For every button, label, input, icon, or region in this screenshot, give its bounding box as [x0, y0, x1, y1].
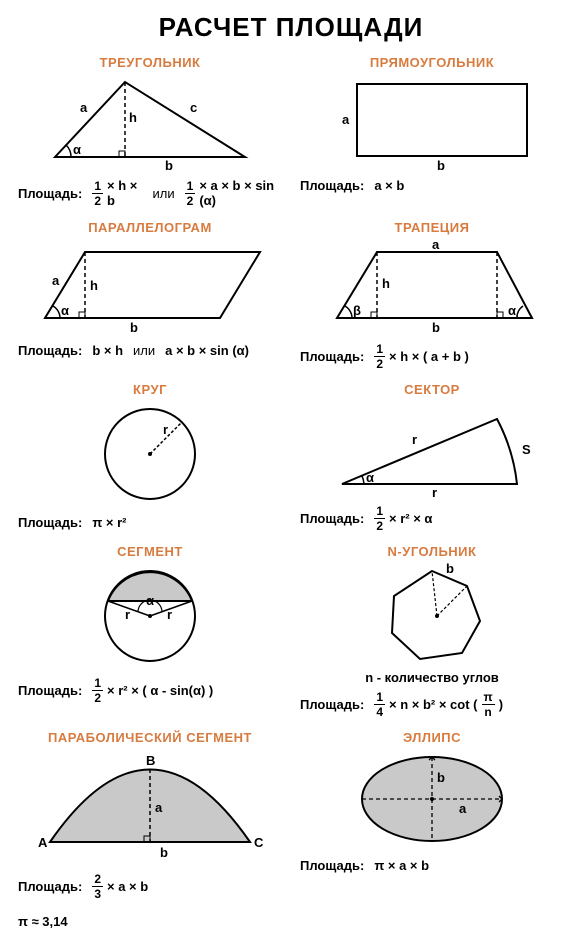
svg-text:b: b — [437, 158, 445, 172]
svg-text:α: α — [73, 142, 81, 157]
svg-text:h: h — [129, 110, 137, 125]
svg-text:a: a — [52, 273, 60, 288]
svg-text:b: b — [432, 320, 440, 335]
svg-text:α: α — [146, 593, 154, 608]
formula-sector: Площадь: 12 × r² × α — [300, 505, 564, 532]
svg-text:b: b — [160, 845, 168, 860]
page-title: РАСЧЕТ ПЛОЩАДИ — [18, 12, 564, 43]
title-ngon: N-УГОЛЬНИК — [388, 544, 477, 559]
title-triangle: ТРЕУГОЛЬНИК — [100, 55, 201, 70]
formula-ngon: Площадь: 14 × n × b² × cot ( πn ) — [300, 691, 564, 718]
card-triangle: ТРЕУГОЛЬНИК a h c b α Площадь: 12 × h × … — [18, 51, 282, 208]
fig-ellipse: a b — [347, 747, 517, 852]
fig-triangle: a h c b α — [35, 72, 265, 172]
card-sector: СЕКТОР r r α S Площадь: 12 × r² × α — [300, 378, 564, 532]
svg-text:a: a — [155, 800, 163, 815]
svg-text:r: r — [432, 485, 437, 499]
svg-text:a: a — [342, 112, 350, 127]
svg-text:h: h — [382, 276, 390, 291]
title-circle: КРУГ — [133, 382, 167, 397]
svg-text:b: b — [130, 320, 138, 335]
svg-text:c: c — [190, 100, 197, 115]
fig-parabolic: A B C a b — [30, 747, 270, 867]
svg-text:α: α — [508, 303, 516, 318]
svg-text:r: r — [125, 607, 130, 622]
fig-rectangle: a b — [327, 72, 537, 172]
shapes-grid: ТРЕУГОЛЬНИК a h c b α Площадь: 12 × h × … — [18, 51, 564, 900]
formula-segment: Площадь: 12 × r² × ( α - sin(α) ) — [18, 677, 282, 704]
svg-text:α: α — [366, 470, 374, 485]
formula-rectangle: Площадь: a × b — [300, 178, 564, 193]
card-circle: КРУГ r Площадь: π × r² — [18, 378, 282, 532]
title-trapezoid: ТРАПЕЦИЯ — [395, 220, 470, 235]
card-ellipse: ЭЛЛИПС a b Площадь: π × a × b — [300, 726, 564, 900]
card-trapezoid: ТРАПЕЦИЯ a h b β α Площадь: 12 × h × ( — [300, 216, 564, 370]
svg-text:α: α — [61, 303, 69, 318]
svg-text:a: a — [432, 240, 440, 252]
svg-text:S: S — [522, 442, 531, 457]
title-segment: СЕГМЕНТ — [117, 544, 183, 559]
svg-text:b: b — [437, 770, 445, 785]
fig-segment: r r α — [90, 561, 210, 671]
svg-text:B: B — [146, 753, 155, 768]
formula-triangle: Площадь: 12 × h × b или 12 × a × b × sin… — [18, 178, 282, 208]
formula-circle: Площадь: π × r² — [18, 515, 282, 530]
card-parabolic: ПАРАБОЛИЧЕСКИЙ СЕГМЕНТ A B C a b Площадь… — [18, 726, 282, 900]
formula-trapezoid: Площадь: 12 × h × ( a + b ) — [300, 343, 564, 370]
title-parabolic: ПАРАБОЛИЧЕСКИЙ СЕГМЕНТ — [48, 730, 252, 745]
fig-sector: r r α S — [322, 399, 542, 499]
svg-text:A: A — [38, 835, 48, 850]
svg-text:β: β — [353, 303, 361, 318]
fig-trapezoid: a h b β α — [322, 237, 542, 337]
formula-parabolic: Площадь: 23 × a × b — [18, 873, 282, 900]
title-sector: СЕКТОР — [404, 382, 460, 397]
card-segment: СЕГМЕНТ r r α Площадь: 12 × r² × ( α - s… — [18, 540, 282, 718]
card-rectangle: ПРЯМОУГОЛЬНИК a b Площадь: a × b — [300, 51, 564, 208]
formula-ellipse: Площадь: π × a × b — [300, 858, 564, 873]
formula-parallelogram: Площадь: b × h или a × b × sin (α) — [18, 343, 282, 358]
svg-text:b: b — [446, 561, 454, 576]
footer-pi: π ≈ 3,14 — [18, 914, 564, 929]
svg-text:a: a — [80, 100, 88, 115]
svg-text:C: C — [254, 835, 264, 850]
title-rectangle: ПРЯМОУГОЛЬНИК — [370, 55, 494, 70]
card-ngon: N-УГОЛЬНИК b n - количество углов Площад… — [300, 540, 564, 718]
note-ngon: n - количество углов — [300, 670, 564, 685]
svg-text:b: b — [165, 158, 173, 172]
svg-text:a: a — [459, 801, 467, 816]
title-parallelogram: ПАРАЛЛЕЛОГРАМ — [88, 220, 212, 235]
svg-text:r: r — [412, 432, 417, 447]
card-parallelogram: ПАРАЛЛЕЛОГРАМ a h b α Площадь: b × h или… — [18, 216, 282, 370]
title-ellipse: ЭЛЛИПС — [403, 730, 461, 745]
svg-text:h: h — [90, 278, 98, 293]
svg-text:r: r — [163, 422, 168, 437]
svg-text:r: r — [167, 607, 172, 622]
fig-ngon: b — [372, 561, 492, 666]
fig-circle: r — [90, 399, 210, 509]
fig-parallelogram: a h b α — [30, 237, 270, 337]
